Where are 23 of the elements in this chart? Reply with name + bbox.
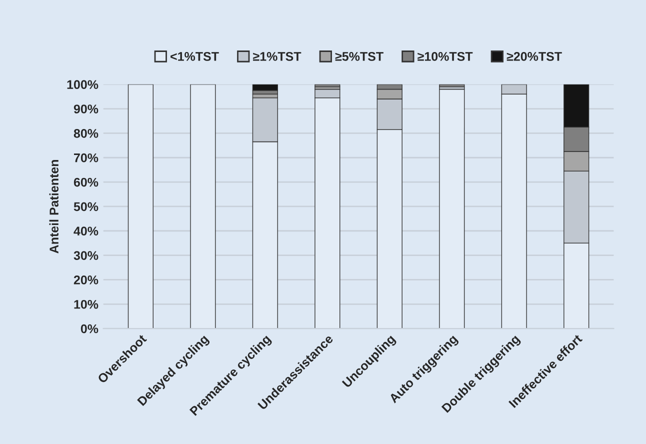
y-tick-label: 0% <box>80 324 98 334</box>
y-tick-label: 50% <box>74 202 98 212</box>
y-tick-label: 80% <box>74 129 98 138</box>
y-tick-label: 40% <box>74 226 98 236</box>
y-tick-label: 30% <box>74 251 98 260</box>
legend-label: <1%TST <box>170 52 219 61</box>
bar <box>439 88 465 329</box>
y-tick-label: 70% <box>74 153 98 162</box>
y-tick-label: 20% <box>74 276 98 284</box>
legend-label: ≥10%TST <box>418 52 473 61</box>
bar <box>190 84 216 329</box>
y-axis-title: Anteil Patienten <box>49 160 59 254</box>
y-tick-label: 100% <box>67 80 98 90</box>
y-tick-label: 10% <box>74 300 98 309</box>
bar <box>439 84 465 88</box>
legend-label: ≥5%TST <box>335 52 384 61</box>
y-tick-label: 60% <box>74 178 98 187</box>
bar <box>252 84 278 91</box>
y-tick-label: 90% <box>74 104 98 114</box>
legend-label: ≥1%TST <box>253 52 302 61</box>
bar <box>314 84 340 88</box>
legend-label: ≥20%TST <box>506 52 562 61</box>
bar <box>128 84 154 329</box>
